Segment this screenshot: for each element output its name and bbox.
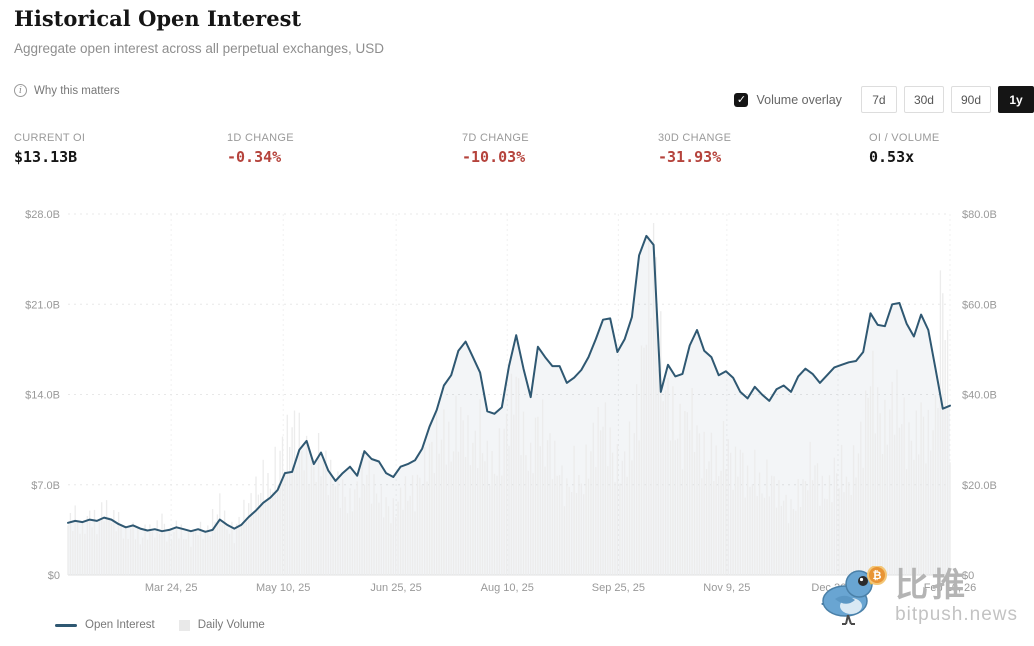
oi-chart[interactable]: $0 $0 $7.0B $20.0B $14.0B $40.0B $21.0B $60.0B $… bbox=[0, 190, 1034, 602]
stats-row: CURRENT OI $13.13B 1D CHANGE -0.34% 7D C… bbox=[14, 132, 1024, 172]
svg-text:Nov 9, 25: Nov 9, 25 bbox=[703, 582, 750, 594]
range-button-30d[interactable]: 30d bbox=[903, 86, 944, 113]
stat-value: -31.93% bbox=[658, 148, 722, 166]
legend-item-daily-volume: Daily Volume bbox=[178, 619, 265, 631]
stat-current-oi: CURRENT OI $13.13B bbox=[14, 132, 85, 166]
check-icon: ✓ bbox=[736, 93, 747, 106]
svg-text:$20.0B: $20.0B bbox=[962, 480, 997, 492]
watermark-cn: 比推 bbox=[895, 566, 970, 603]
svg-text:$21.0B: $21.0B bbox=[25, 299, 60, 311]
svg-text:May 10, 25: May 10, 25 bbox=[256, 582, 310, 594]
chart-legend: Open Interest Daily Volume bbox=[55, 619, 265, 631]
svg-text:$0: $0 bbox=[48, 570, 60, 582]
svg-text:$0: $0 bbox=[962, 570, 974, 582]
stat-oi-volume: OI / VOLUME 0.53x bbox=[869, 132, 940, 166]
range-button-90d[interactable]: 90d bbox=[950, 86, 991, 113]
stat-value: -10.03% bbox=[462, 148, 526, 166]
stat-label: 7D CHANGE bbox=[462, 132, 529, 144]
chart-controls: ✓ Volume overlay 7d 30d 90d 1y bbox=[734, 86, 1034, 113]
legend-label: Daily Volume bbox=[197, 619, 265, 631]
stat-label: CURRENT OI bbox=[14, 132, 86, 144]
stat-value: $13.13B bbox=[14, 148, 78, 166]
range-button-7d[interactable]: 7d bbox=[860, 86, 897, 113]
range-button-1y[interactable]: 1y bbox=[998, 86, 1034, 113]
why-this-matters-label: Why this matters bbox=[34, 84, 120, 97]
svg-text:Aug 10, 25: Aug 10, 25 bbox=[481, 582, 534, 594]
watermark-en: bitpush.news bbox=[895, 604, 1018, 625]
volume-overlay-checkbox[interactable]: ✓ bbox=[734, 92, 749, 107]
svg-text:Feb 10, 26: Feb 10, 26 bbox=[924, 582, 977, 594]
legend-label: Open Interest bbox=[85, 619, 155, 631]
page-subtitle: Aggregate open interest across all perpe… bbox=[14, 41, 384, 56]
stat-value: -0.34% bbox=[227, 148, 282, 166]
bitpush-bird-icon: ₿ bbox=[821, 566, 888, 625]
svg-text:$80.0B: $80.0B bbox=[962, 209, 997, 221]
stat-value: 0.53x bbox=[869, 148, 915, 166]
legend-item-open-interest: Open Interest bbox=[55, 619, 155, 631]
page-title: Historical Open Interest bbox=[14, 6, 302, 31]
volume-overlay-label[interactable]: Volume overlay bbox=[756, 92, 842, 107]
svg-text:$14.0B: $14.0B bbox=[25, 390, 60, 402]
stat-label: 1D CHANGE bbox=[227, 132, 294, 144]
btc-icon: ₿ bbox=[873, 569, 882, 582]
svg-text:$60.0B: $60.0B bbox=[962, 299, 997, 311]
stat-30d-change: 30D CHANGE -31.93% bbox=[658, 132, 731, 166]
svg-text:Jun 25, 25: Jun 25, 25 bbox=[370, 582, 421, 594]
stat-7d-change: 7D CHANGE -10.03% bbox=[462, 132, 529, 166]
daily-volume-swatch bbox=[178, 619, 190, 631]
svg-text:$7.0B: $7.0B bbox=[31, 480, 60, 492]
watermark-text: 比推 bitpush.news bbox=[895, 568, 1018, 626]
svg-text:$40.0B: $40.0B bbox=[962, 390, 997, 402]
svg-text:$28.0B: $28.0B bbox=[25, 209, 60, 221]
svg-text:Mar 24, 25: Mar 24, 25 bbox=[145, 582, 198, 594]
open-interest-line-swatch bbox=[55, 623, 77, 627]
stat-label: OI / VOLUME bbox=[869, 132, 940, 144]
info-icon: i bbox=[14, 84, 27, 97]
stat-label: 30D CHANGE bbox=[658, 132, 732, 144]
svg-text:Sep 25, 25: Sep 25, 25 bbox=[592, 582, 645, 594]
why-this-matters-link[interactable]: i Why this matters bbox=[14, 84, 120, 97]
bitpush-watermark: ₿ 比推 bitpush.news bbox=[815, 566, 1018, 628]
stat-1d-change: 1D CHANGE -0.34% bbox=[227, 132, 294, 166]
